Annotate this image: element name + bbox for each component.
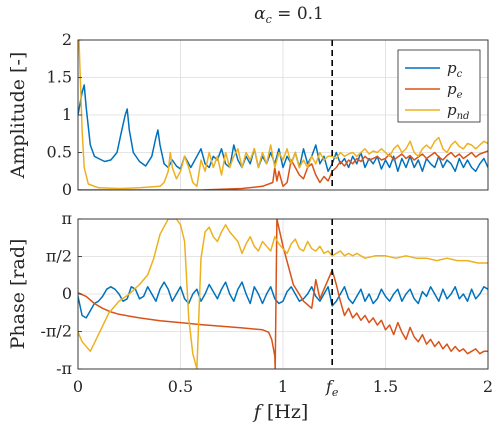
legend-label-pnd: pnd [447, 101, 469, 122]
xtick-label-3: 1.5 [373, 377, 398, 396]
phase-panel: -π -π/2 0 π/2 π 0 0.5 1 1.5 2 fe Phase [rad] [7, 209, 493, 399]
x-axis-label: f [Hz] [252, 401, 309, 423]
phase-x-ticks: 0 0.5 1 1.5 2 fe [73, 377, 493, 399]
xtick-label-1: 0.5 [168, 377, 193, 396]
phase-y-ticks: -π -π/2 0 π/2 π [41, 209, 82, 378]
phase-series-pc [78, 281, 488, 319]
amplitude-series-pc [78, 84, 488, 173]
amplitude-series-pe [78, 150, 488, 190]
amplitude-ytick-label-0: 0 [62, 180, 72, 199]
phase-ylabel: Phase [rad] [7, 239, 29, 350]
phase-series-pnd [78, 219, 488, 369]
legend-label-pe: pe [447, 80, 463, 101]
xtick-label-4: 2 [483, 377, 493, 396]
xtick-label-0: 0 [73, 377, 83, 396]
phase-ytick-label-2: 0 [62, 284, 72, 303]
amplitude-ytick-label-2: 1 [62, 105, 72, 124]
amplitude-ylabel: Amplitude [-] [7, 52, 29, 180]
phase-series-pe [78, 219, 488, 369]
amplitude-ytick-label-1: 0.5 [47, 143, 72, 162]
phase-ytick-label-1: -π/2 [41, 322, 73, 341]
amplitude-y-ticks: 0 0.5 1 1.5 2 [47, 30, 82, 199]
phase-ytick-label-3: π/2 [46, 246, 72, 265]
amplitude-ytick-label-3: 1.5 [47, 68, 72, 87]
legend-label-pc: pc [447, 59, 463, 80]
phase-ytick-label-0: -π [56, 359, 72, 378]
xtick-label-fe: fe [325, 377, 339, 399]
xtick-label-2: 1 [278, 377, 288, 396]
amplitude-ytick-label-4: 2 [62, 30, 72, 49]
phase-ytick-label-4: π [61, 209, 72, 228]
amplitude-series-pnd [78, 40, 488, 190]
figure-title: αc = 0.1 [254, 4, 324, 26]
amplitude-series-group [78, 40, 488, 190]
phase-series-group [78, 219, 488, 369]
